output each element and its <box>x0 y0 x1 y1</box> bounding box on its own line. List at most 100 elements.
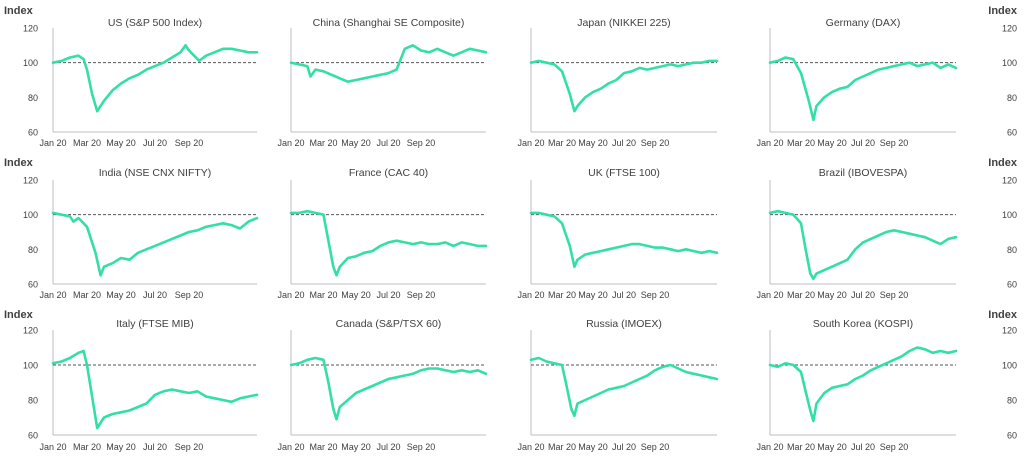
x-tick-label: Sep 20 <box>175 442 204 452</box>
x-tick-label: Jul 20 <box>143 138 167 148</box>
x-tick-label: May 20 <box>341 138 371 148</box>
panel-title: Brazil (IBOVESPA) <box>819 167 908 179</box>
x-tick-label: Mar 20 <box>73 138 101 148</box>
panel-title: Japan (NIKKEI 225) <box>577 17 670 29</box>
x-tick-label: Jul 20 <box>376 138 400 148</box>
y-tick-label: 60 <box>1007 280 1017 290</box>
x-tick-label: Jan 20 <box>756 290 783 300</box>
y-tick-label: 120 <box>1002 24 1017 34</box>
series-line <box>529 356 719 418</box>
x-tick-label: Sep 20 <box>880 138 909 148</box>
x-tick-label: May 20 <box>817 138 847 148</box>
y-tick-label: 120 <box>23 176 38 186</box>
series-line <box>768 56 958 122</box>
x-tick-label: Jan 20 <box>277 290 304 300</box>
panel-title: Russia (IMOEX) <box>586 318 662 330</box>
y-tick-label: 100 <box>1002 58 1017 68</box>
series-line <box>51 349 259 430</box>
x-tick-label: May 20 <box>817 442 847 452</box>
panel-title: Canada (S&P/TSX 60) <box>336 318 442 330</box>
panel-4: India (NSE CNX NIFTY) 60 80 100 120 Jan 20 Mar… <box>23 167 259 300</box>
y-tick-label: 120 <box>1002 326 1017 336</box>
y-axis-title-right-row1: Index <box>988 5 1018 17</box>
series-line <box>51 43 259 113</box>
x-tick-label: Mar 20 <box>548 442 576 452</box>
x-tick-label: Jul 20 <box>612 442 636 452</box>
x-tick-label: Jan 20 <box>517 138 544 148</box>
y-tick-label: 80 <box>28 245 38 255</box>
x-tick-label: Jul 20 <box>851 138 875 148</box>
x-tick-label: May 20 <box>106 138 136 148</box>
y-axis-title-left-row1: Index <box>4 5 34 17</box>
y-tick-label: 80 <box>28 93 38 103</box>
y-tick-label: 60 <box>28 280 38 290</box>
panel-title: South Korea (KOSPI) <box>813 318 913 330</box>
x-tick-label: May 20 <box>341 290 371 300</box>
x-tick-label: Jan 20 <box>756 138 783 148</box>
y-tick-label: 100 <box>23 58 38 68</box>
series-line <box>289 356 488 421</box>
x-tick-label: Jan 20 <box>39 138 66 148</box>
x-tick-label: Sep 20 <box>175 138 204 148</box>
y-tick-label: 100 <box>23 210 38 220</box>
panel-11: South Korea (KOSPI) 60 80 100 120 Jan 20 Mar 2… <box>756 318 1017 452</box>
panel-8: Italy (FTSE MIB) 60 80 100 120 Jan 20 Mar 20 Ma… <box>23 318 259 452</box>
panel-6: UK (FTSE 100) Jan 20 Mar 20 May 20 Jul 20 Sep… <box>517 167 719 300</box>
series-line <box>289 209 488 277</box>
x-tick-label: Mar 20 <box>309 290 337 300</box>
y-tick-label: 60 <box>1007 128 1017 138</box>
x-tick-label: Sep 20 <box>641 290 670 300</box>
x-tick-label: Jul 20 <box>612 290 636 300</box>
y-axis-title-right-row3: Index <box>988 309 1018 321</box>
series-line <box>289 43 488 83</box>
panel-7: Brazil (IBOVESPA) 60 80 100 120 Jan 20 Mar 20 M… <box>756 167 1017 300</box>
x-tick-label: Jan 20 <box>39 290 66 300</box>
panel-title: US (S&P 500 Index) <box>108 17 202 29</box>
y-tick-label: 100 <box>1002 361 1017 371</box>
y-tick-label: 60 <box>28 128 38 138</box>
x-tick-label: Jan 20 <box>277 138 304 148</box>
x-tick-label: May 20 <box>341 442 371 452</box>
panel-3: Germany (DAX) 60 80 100 120 Jan 20 Mar 20 May 2… <box>756 17 1017 148</box>
y-tick-label: 60 <box>28 431 38 441</box>
y-tick-label: 60 <box>1007 431 1017 441</box>
y-tick-label: 100 <box>1002 210 1017 220</box>
panel-1: China (Shanghai SE Composite) Jan 20 Mar 2… <box>277 17 488 148</box>
panel-10: Russia (IMOEX) Jan 20 Mar 20 May 20 Jul 20 Se… <box>517 318 719 452</box>
x-tick-label: Mar 20 <box>787 442 815 452</box>
x-tick-label: Sep 20 <box>880 290 909 300</box>
x-tick-label: Jan 20 <box>39 442 66 452</box>
y-tick-label: 80 <box>1007 93 1017 103</box>
panel-title: Germany (DAX) <box>826 17 901 29</box>
x-tick-label: Mar 20 <box>787 290 815 300</box>
x-tick-label: Jan 20 <box>756 442 783 452</box>
y-tick-label: 120 <box>23 24 38 34</box>
x-tick-label: Mar 20 <box>548 138 576 148</box>
panel-title: India (NSE CNX NIFTY) <box>99 167 212 179</box>
series-line <box>529 59 719 113</box>
x-tick-label: May 20 <box>578 138 608 148</box>
x-tick-label: Sep 20 <box>407 290 436 300</box>
y-tick-label: 120 <box>1002 176 1017 186</box>
x-tick-label: Sep 20 <box>880 442 909 452</box>
x-tick-label: May 20 <box>578 442 608 452</box>
series-line <box>768 209 958 281</box>
x-tick-label: Sep 20 <box>641 442 670 452</box>
panel-title: Italy (FTSE MIB) <box>116 318 194 330</box>
panel-2: Japan (NIKKEI 225) Jan 20 Mar 20 May 20 Jul … <box>517 17 719 148</box>
x-tick-label: Mar 20 <box>309 138 337 148</box>
x-tick-label: Mar 20 <box>73 442 101 452</box>
x-tick-label: May 20 <box>817 290 847 300</box>
panel-title: France (CAC 40) <box>349 167 428 179</box>
x-tick-label: Sep 20 <box>175 290 204 300</box>
series-line <box>51 211 259 277</box>
y-tick-label: 80 <box>1007 245 1017 255</box>
series-line <box>768 346 958 423</box>
x-tick-label: Jan 20 <box>517 290 544 300</box>
x-tick-label: Mar 20 <box>73 290 101 300</box>
x-tick-label: Jan 20 <box>517 442 544 452</box>
y-axis-title-right-row2: Index <box>988 157 1018 169</box>
x-tick-label: Jul 20 <box>376 290 400 300</box>
series-line <box>529 211 719 269</box>
